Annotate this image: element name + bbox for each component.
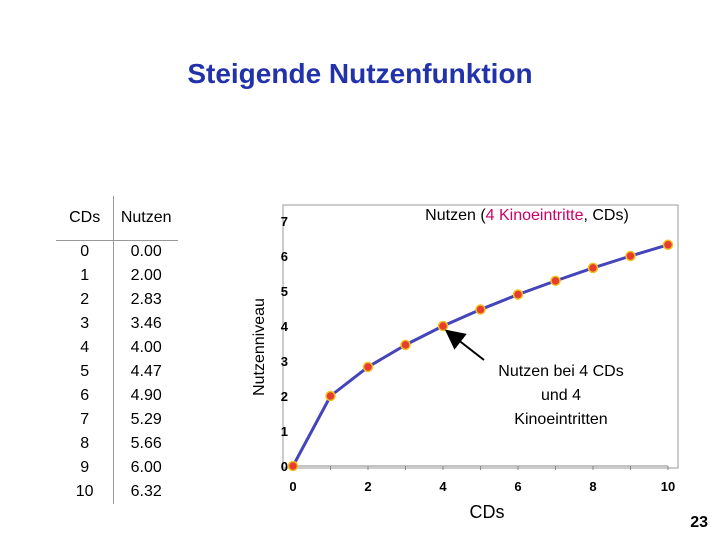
data-point: [512, 289, 524, 300]
table-row: 4 4.00: [56, 336, 178, 360]
table-cell-nutzen: 2.83: [130, 291, 162, 308]
table-cell-cds: 7: [56, 408, 115, 432]
table-cell-nutzen: 6.00: [130, 459, 162, 476]
data-point: [587, 262, 599, 274]
y-tick-label: 4: [281, 319, 289, 334]
annotation-text: und 4: [541, 387, 581, 404]
x-tick-label: 8: [589, 479, 596, 494]
table-cell-nutzen: 0.00: [130, 243, 162, 261]
y-tick-label: 3: [281, 354, 288, 369]
annotation-text: Nutzen bei 4 CDs: [498, 363, 623, 380]
data-point: [625, 250, 636, 262]
table-cell-cds: 1: [56, 264, 115, 288]
page-number: 23: [690, 514, 708, 531]
table-cell-nutzen: 5.29: [130, 411, 162, 428]
table-cell-cds: 10: [56, 480, 115, 504]
x-tick-label: 10: [661, 479, 675, 494]
chart-title-highlight: 4 Kinoeintritte: [486, 207, 584, 224]
table-cell-nutzen: 4.47: [130, 363, 162, 380]
chart-title-part: , CDs): [583, 207, 628, 224]
data-point: [550, 275, 561, 287]
y-tick-label: 6: [281, 249, 288, 264]
x-axis-label: CDs: [470, 502, 505, 522]
y-tick-label: 1: [281, 424, 288, 439]
table-row: 6 4.90: [56, 384, 178, 408]
x-tick-label: 6: [514, 479, 521, 494]
x-tick-label: 4: [439, 479, 447, 494]
table-cell-cds: 4: [56, 336, 115, 360]
table-body: 0 0.00 1 2.00 2 2.83 3 3.46 4 4.00 5 4.47 6 4.90 7 5.29…: [56, 240, 178, 504]
table-row: 8 5.66: [56, 432, 178, 456]
table-cell-nutzen: 3.46: [130, 315, 162, 332]
table-row: 0 0.00: [56, 240, 178, 264]
table-cell-cds: 3: [56, 312, 115, 336]
data-point: [362, 361, 374, 373]
data-point: [662, 239, 674, 251]
table-header-cds: CDs: [56, 196, 115, 241]
table-row: 1 2.00: [56, 264, 178, 288]
chart-title: Nutzen (4 Kinoeintritte, CDs): [425, 207, 629, 224]
annotation-text: Kinoeintritten: [514, 411, 607, 428]
y-axis-label: Nutzenniveau: [251, 298, 268, 396]
data-table: CDs Nutzen 0 0.00 1 2.00 2 2.83 3 3.46 4 4.00 5 4.4…: [56, 196, 178, 504]
table-cell-cds: 8: [56, 432, 115, 456]
table-cell-cds: 0: [56, 240, 115, 264]
table-row: 7 5.29: [56, 408, 178, 432]
table-cell-cds: 2: [56, 288, 115, 312]
chart-title-part: Nutzen (: [425, 207, 486, 224]
data-point: [287, 460, 299, 472]
table-row: 9 6.00: [56, 456, 178, 480]
table-cell-nutzen: 5.66: [130, 435, 162, 452]
table-row: 10 6.32: [56, 480, 178, 504]
table-row: 3 3.46: [56, 312, 178, 336]
x-tick-label: 2: [364, 479, 371, 494]
y-tick-label: 0: [281, 459, 288, 474]
data-point: [400, 339, 411, 351]
data-point: [437, 320, 449, 332]
table-row: 5 4.47: [56, 360, 178, 384]
annotation-box: [476, 352, 646, 434]
table-cell-nutzen: 4.00: [130, 339, 162, 356]
table-header-row: CDs Nutzen: [56, 196, 178, 241]
table-cell-nutzen: 4.90: [130, 387, 162, 404]
data-point: [325, 390, 336, 402]
table-cell-nutzen: 6.32: [130, 483, 162, 500]
data-point: [475, 304, 486, 315]
x-tick-label: 0: [289, 479, 296, 494]
annotation-arrow: [444, 329, 485, 361]
table-cell-cds: 6: [56, 384, 115, 408]
y-tick-label: 7: [281, 214, 288, 229]
table-cell-nutzen: 2.00: [130, 267, 162, 284]
table-cell-cds: 9: [56, 456, 115, 480]
table-header-nutzen: Nutzen: [113, 196, 178, 241]
slide-title: Steigende Nutzenfunktion: [187, 58, 533, 89]
table-cell-cds: 5: [56, 360, 115, 384]
table-row: 2 2.83: [56, 288, 178, 312]
y-tick-label: 5: [281, 284, 288, 299]
y-tick-label: 2: [281, 389, 288, 404]
